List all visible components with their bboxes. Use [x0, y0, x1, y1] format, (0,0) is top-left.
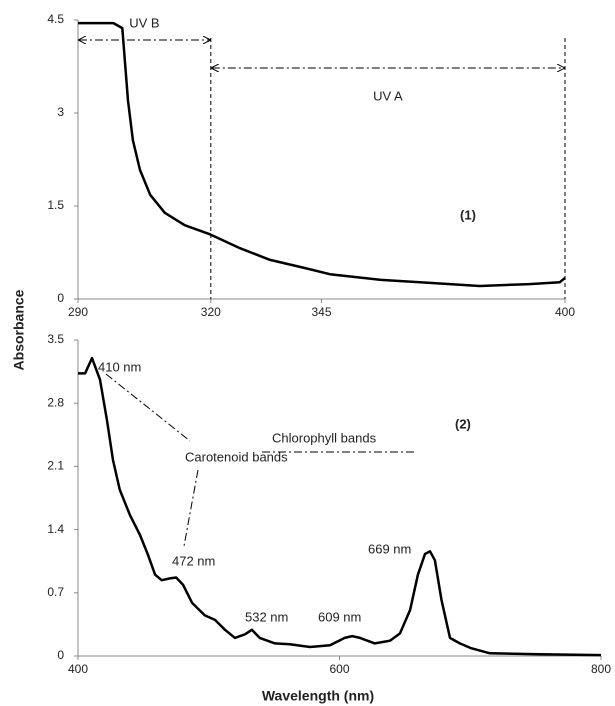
data-line	[78, 356, 602, 657]
y-tick-label: 2.8	[47, 395, 64, 409]
region-label: UV A	[373, 88, 403, 103]
y-tick-label: 3	[57, 105, 64, 119]
y-tick-label: 1.5	[47, 198, 64, 212]
y-tick-label: 0	[57, 291, 64, 305]
y-tick-label: 0	[57, 648, 64, 662]
x-tick-label: 800	[591, 662, 611, 676]
y-tick-label: 4.5	[47, 12, 64, 26]
annotation: 669 nm	[368, 541, 411, 556]
leader-line	[105, 373, 191, 442]
panel-label: (1)	[460, 207, 476, 222]
annotation: Chlorophyll bands	[272, 430, 377, 445]
y-axis-label: Absorbance	[11, 289, 27, 370]
y-tick-label: 3.5	[47, 332, 64, 346]
annotation: 609 nm	[318, 609, 361, 624]
annotation: 410 nm	[98, 359, 141, 374]
x-tick-label: 600	[329, 662, 349, 676]
x-axis-label: Wavelength (nm)	[262, 688, 374, 704]
x-tick-label: 345	[311, 305, 331, 319]
y-tick-label: 0.7	[47, 585, 64, 599]
region-label: UV B	[129, 15, 159, 30]
x-tick-label: 400	[555, 305, 575, 319]
data-line	[78, 21, 566, 288]
x-tick-label: 320	[201, 305, 221, 319]
y-tick-label: 1.4	[47, 522, 64, 536]
annotation: Carotenoid bands	[185, 449, 288, 464]
x-tick-label: 400	[68, 662, 88, 676]
annotation: 532 nm	[245, 609, 288, 624]
x-tick-label: 290	[68, 305, 88, 319]
annotation: 472 nm	[172, 553, 215, 568]
y-tick-label: 2.1	[47, 459, 64, 473]
panel-label: (2)	[455, 416, 471, 431]
leader-line	[183, 469, 199, 547]
